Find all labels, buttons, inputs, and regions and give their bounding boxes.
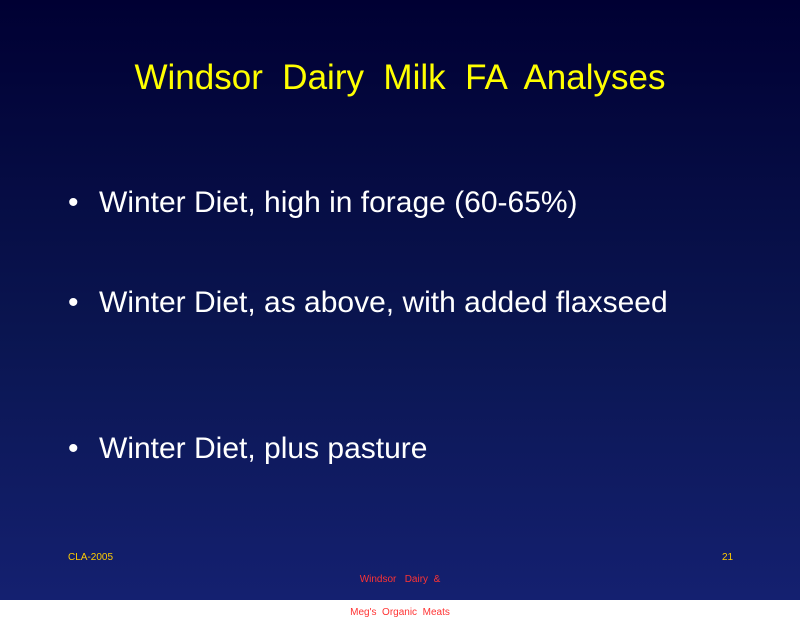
footer-center: Windsor Dairy & Meg's Organic Meats bbox=[300, 552, 500, 640]
slide: Windsor Dairy Milk FA Analyses • Winter D… bbox=[0, 0, 800, 618]
footer-line: Windsor Dairy & bbox=[359, 574, 441, 585]
bullet: • Winter Diet, plus pasture bbox=[68, 427, 668, 471]
bullet: • Winter Diet, as above, with added flaxs… bbox=[68, 281, 668, 325]
bullet-text: Winter Diet, high in forage (60-65%) bbox=[99, 186, 578, 219]
bullet: • Winter Diet, high in forage (60-65%) bbox=[68, 181, 668, 225]
slide-number: 21 bbox=[722, 552, 734, 563]
slide-title: Windsor Dairy Milk FA Analyses bbox=[134, 58, 666, 97]
bullet-text: Winter Diet, as above, with added flaxse… bbox=[99, 286, 668, 319]
footer-left: CLA-2005 bbox=[68, 552, 114, 563]
bullet-text: Winter Diet, plus pasture bbox=[99, 432, 428, 465]
footer-line: Meg's Organic Meats bbox=[350, 607, 450, 618]
